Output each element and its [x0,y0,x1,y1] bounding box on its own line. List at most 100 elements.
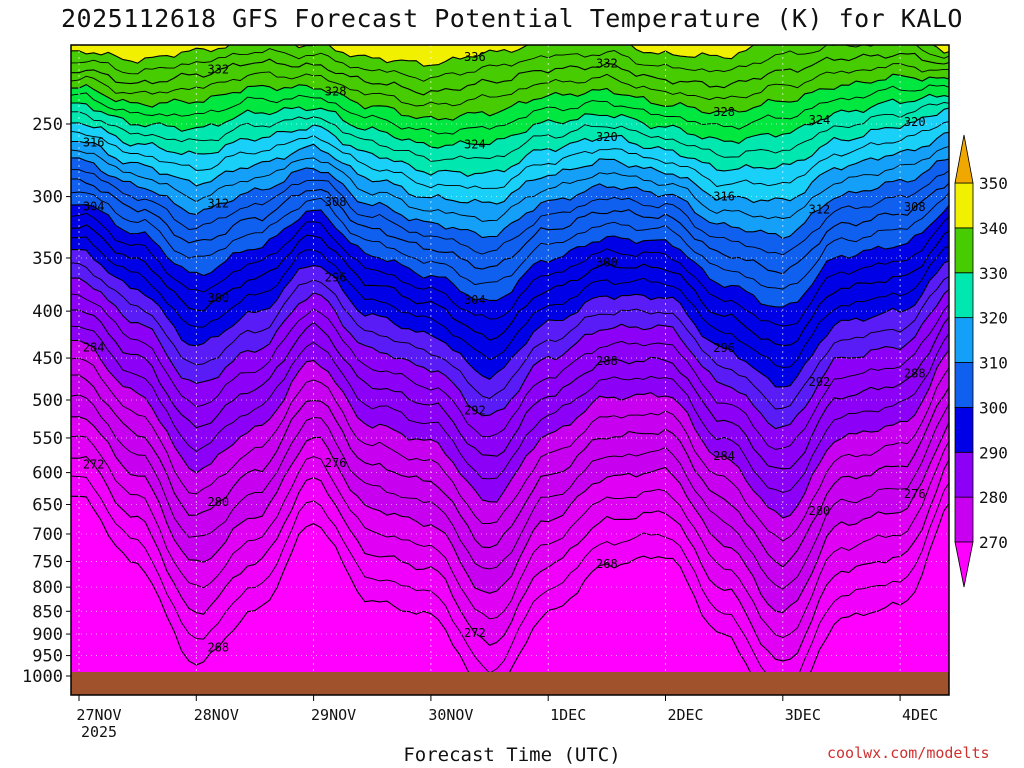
colorbar-top-arrow [954,134,974,184]
contour-332 [71,52,949,96]
colorbar-label-310: 310 [979,354,1008,373]
contour-label-296: 296 [713,341,735,355]
contour-label-328: 328 [325,85,347,99]
contour-292 [71,277,949,430]
x-tick-label-30NOV: 30NOV [428,706,473,724]
contour-label-268: 268 [207,640,229,654]
contour-label-312: 312 [809,203,831,217]
plot-frame [70,44,950,696]
y-tick-label-1000: 1000 [22,667,63,687]
x-tick-label-4DEC: 4DEC [902,706,938,724]
contour-labels: 336 332 332 328 328 324 324 320 320 316 316 312 312 3… [83,50,926,654]
ground-fill [71,672,949,695]
colorbar-label-290: 290 [979,443,1008,462]
colorbar: 270 280 290 300 310 320 330 340 350 [954,134,1008,588]
x-tick-label-2DEC: 2DEC [667,706,703,724]
contour-280 [71,374,949,568]
contour-label-284: 284 [713,449,735,463]
y-tick-label-950: 950 [32,647,63,667]
y-tick-label-800: 800 [32,578,63,598]
contour-label-276: 276 [325,456,347,470]
y-tick-label-450: 450 [32,349,63,369]
contour-minor [71,325,949,493]
contour-label-308: 308 [904,200,926,214]
y-tick-label-600: 600 [32,464,63,484]
contour-minor [71,394,949,590]
colorbar-segment [954,362,974,408]
contour-minor [71,475,949,691]
contour-label-296: 296 [325,270,347,284]
contour-minor [71,236,949,368]
colorbar-segment [954,272,974,319]
y-tick-label-300: 300 [32,188,63,208]
colorbar-label-350: 350 [979,174,1008,193]
y-tick-label-650: 650 [32,495,63,515]
contour-minor [71,435,949,638]
contour-label-316: 316 [713,190,735,204]
contour-minor [71,169,949,256]
y-tick-label-850: 850 [32,602,63,622]
colorbar-label-300: 300 [979,398,1008,417]
contour-label-316: 316 [83,136,105,150]
y-tick-label-900: 900 [32,625,63,645]
colorbar-bottom-arrow [954,541,974,588]
colorbar-label-330: 330 [979,264,1008,283]
contour-label-304: 304 [83,200,105,214]
contour-label-288: 288 [904,367,926,381]
x-tick-label-1DEC: 1DEC [550,706,586,724]
y-tick-label-250: 250 [32,115,63,135]
contour-label-272: 272 [464,626,486,640]
contour-label-276: 276 [904,487,926,501]
x-tick-label-3DEC: 3DEC [785,706,821,724]
contour-308 [71,178,949,275]
contour-label-320: 320 [904,115,926,129]
contour-label-332: 332 [207,63,229,77]
ground-surface [71,672,949,695]
y-tick-label-550: 550 [32,429,63,449]
y-tick-label-750: 750 [32,552,63,572]
contour-minor [71,121,949,189]
y-tick-label-700: 700 [32,525,63,545]
contour-label-328: 328 [713,105,735,119]
contour-324 [71,93,949,149]
contour-minor [71,84,949,135]
colorbar-label-340: 340 [979,219,1008,238]
contour-label-320: 320 [596,130,618,144]
contour-328 [71,73,949,121]
contour-label-312: 312 [207,196,229,210]
contour-336 [71,45,949,67]
contour-label-308: 308 [325,195,347,209]
x-axis-label: Forecast Time (UTC) [403,744,621,766]
contour-minor [71,212,949,327]
colorbar-segment [954,496,974,543]
contour-lines [71,45,949,695]
colorbar-label-320: 320 [979,309,1008,328]
contour-minor [71,357,949,542]
contour-320 [71,107,949,178]
credit-link[interactable]: coolwx.com/modelts [827,744,990,762]
contour-label-292: 292 [809,375,831,389]
chart-title: 2025112618 GFS Forecast Potential Temper… [61,4,963,33]
y-tick-label-400: 400 [32,302,63,322]
x-tick-label-28NOV: 28NOV [194,706,239,724]
x-tick-label-29NOV: 29NOV [311,706,356,724]
contour-272 [71,455,949,662]
contour-minor [71,145,949,222]
colorbar-segment [954,182,974,229]
colorbar-label-270: 270 [979,533,1008,552]
contour-296 [71,249,949,388]
contour-minor [71,63,949,107]
contour-minor [71,191,949,290]
contour-288 [71,309,949,470]
x-tick-label-27NOV: 27NOV [76,706,121,724]
contour-304 [71,204,949,308]
contour-label-336: 336 [464,50,486,64]
contour-label-304: 304 [464,293,486,307]
contour-312 [71,157,949,240]
contour-minor [71,45,949,82]
colorbar-label-280: 280 [979,488,1008,507]
contour-label-280: 280 [207,495,229,509]
contour-label-300: 300 [596,256,618,270]
contour-label-268: 268 [596,557,618,571]
contour-minor [71,102,949,162]
